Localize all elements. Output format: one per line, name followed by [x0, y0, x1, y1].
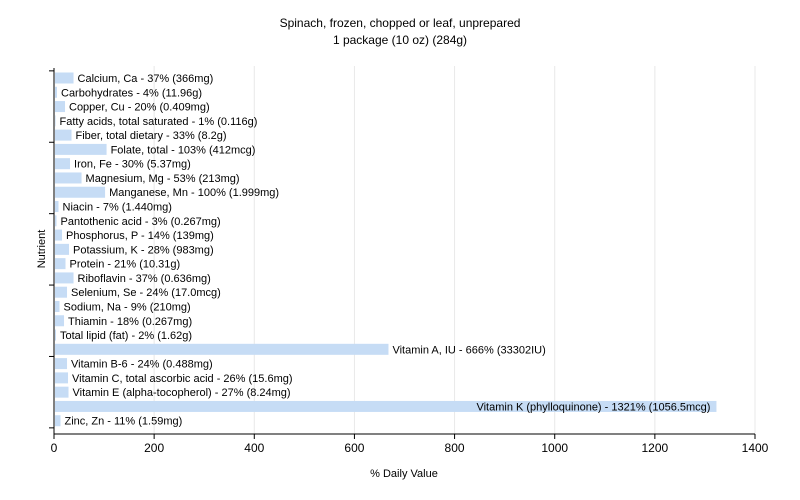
bars-group: Calcium, Ca - 37% (366mg) Carbohydrates -… — [55, 72, 717, 428]
bar-label: Phosphorus, P - 14% (139mg) — [66, 230, 214, 242]
grid-lines — [153, 66, 756, 434]
bar — [55, 272, 74, 284]
bar — [55, 86, 58, 98]
bar — [55, 343, 389, 355]
bar-label: Folate, total - 103% (412mcg) — [111, 144, 256, 156]
bar-label: Copper, Cu - 20% (0.409mg) — [69, 102, 210, 114]
bar — [55, 400, 717, 412]
x-tick-label: 1400 — [742, 441, 769, 455]
bar — [55, 215, 57, 227]
bar-label: Manganese, Mn - 100% (1.999mg) — [109, 187, 279, 199]
chart-subtitle: 1 package (10 oz) (284g) — [333, 33, 467, 47]
chart-title: Spinach, frozen, chopped or leaf, unprep… — [280, 16, 521, 30]
bar-label: Vitamin E (alpha-tocopherol) - 27% (8.24… — [73, 387, 291, 399]
bar — [55, 143, 107, 155]
bar — [55, 372, 69, 384]
bar-label: Vitamin C, total ascorbic acid - 26% (15… — [72, 373, 292, 385]
x-tick-label: 1000 — [541, 441, 568, 455]
bar — [55, 300, 60, 312]
bar — [55, 158, 71, 170]
bar-label: Vitamin B-6 - 24% (0.488mg) — [71, 359, 213, 371]
bar — [55, 386, 69, 398]
bar-label: Zinc, Zn - 11% (1.59mg) — [65, 416, 183, 428]
bar-label: Iron, Fe - 30% (5.37mg) — [74, 159, 191, 171]
bar-label: Fiber, total dietary - 33% (8.2g) — [76, 130, 227, 142]
bar — [55, 229, 63, 241]
bar — [55, 186, 106, 198]
bar — [55, 358, 68, 370]
x-tick-label: 1200 — [642, 441, 669, 455]
x-tick-label: 800 — [445, 441, 465, 455]
axes-group — [49, 68, 755, 435]
bar-label: Thiamin - 18% (0.267mg) — [68, 316, 192, 328]
bar — [55, 129, 72, 141]
x-tick-label: 200 — [144, 441, 164, 455]
bar-label: Protein - 21% (10.31g) — [70, 259, 181, 271]
x-tick-label: 0 — [51, 441, 58, 455]
x-axis-label: % Daily Value — [370, 468, 438, 480]
bar-label: Niacin - 7% (1.440mg) — [63, 202, 172, 214]
bar-label: Fatty acids, total saturated - 1% (0.116… — [60, 116, 258, 128]
bar — [55, 72, 74, 84]
bar-label: Pantothenic acid - 3% (0.267mg) — [61, 216, 221, 228]
bar — [55, 101, 66, 113]
bar-label: Vitamin K (phylloquinone) - 1321% (1056.… — [476, 401, 710, 413]
bar — [55, 258, 66, 270]
x-ticks-group: 0 200 400 600 800 1000 1200 1400 — [51, 434, 769, 455]
x-tick-label: 400 — [244, 441, 264, 455]
bar — [55, 315, 65, 327]
y-axis-label: Nutrient — [36, 230, 48, 269]
bar-label: Total lipid (fat) - 2% (1.62g) — [60, 330, 192, 342]
bar — [55, 286, 68, 298]
bar-label: Magnesium, Mg - 53% (213mg) — [86, 173, 240, 185]
bar-label: Selenium, Se - 24% (17.0mcg) — [71, 287, 221, 299]
bar-label: Calcium, Ca - 37% (366mg) — [78, 73, 214, 85]
bar-label: Carbohydrates - 4% (11.96g) — [61, 87, 202, 99]
x-tick-label: 600 — [344, 441, 364, 455]
bar-label: Riboflavin - 37% (0.636mg) — [78, 273, 211, 285]
bar — [55, 415, 61, 427]
bar-label: Potassium, K - 28% (983mg) — [73, 244, 214, 256]
bar-label: Vitamin A, IU - 666% (33302IU) — [392, 344, 545, 356]
bar — [55, 201, 59, 213]
bar — [55, 329, 57, 341]
bar — [55, 115, 56, 127]
bar-label: Sodium, Na - 9% (210mg) — [64, 301, 191, 313]
bar — [55, 243, 70, 255]
bar — [55, 172, 82, 184]
